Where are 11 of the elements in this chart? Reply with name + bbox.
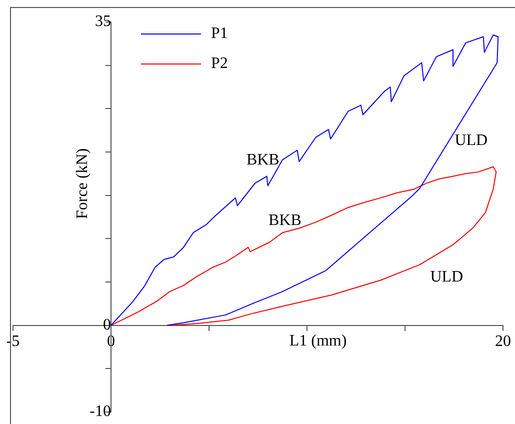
y-tick-label: -10 bbox=[90, 403, 111, 420]
y-axis-title: Force (kN) bbox=[74, 148, 92, 219]
annotation: BKB bbox=[246, 152, 280, 169]
legend-label: P2 bbox=[211, 55, 228, 72]
annotation: ULD bbox=[430, 268, 464, 286]
x-axis-title: L1 (mm) bbox=[289, 332, 347, 350]
x-tick-label: 20 bbox=[495, 333, 511, 350]
y-tick-label: 35 bbox=[95, 13, 111, 30]
annotation: ULD bbox=[454, 132, 488, 150]
legend-label: P1 bbox=[211, 25, 228, 42]
annotation: BKB bbox=[268, 212, 302, 230]
